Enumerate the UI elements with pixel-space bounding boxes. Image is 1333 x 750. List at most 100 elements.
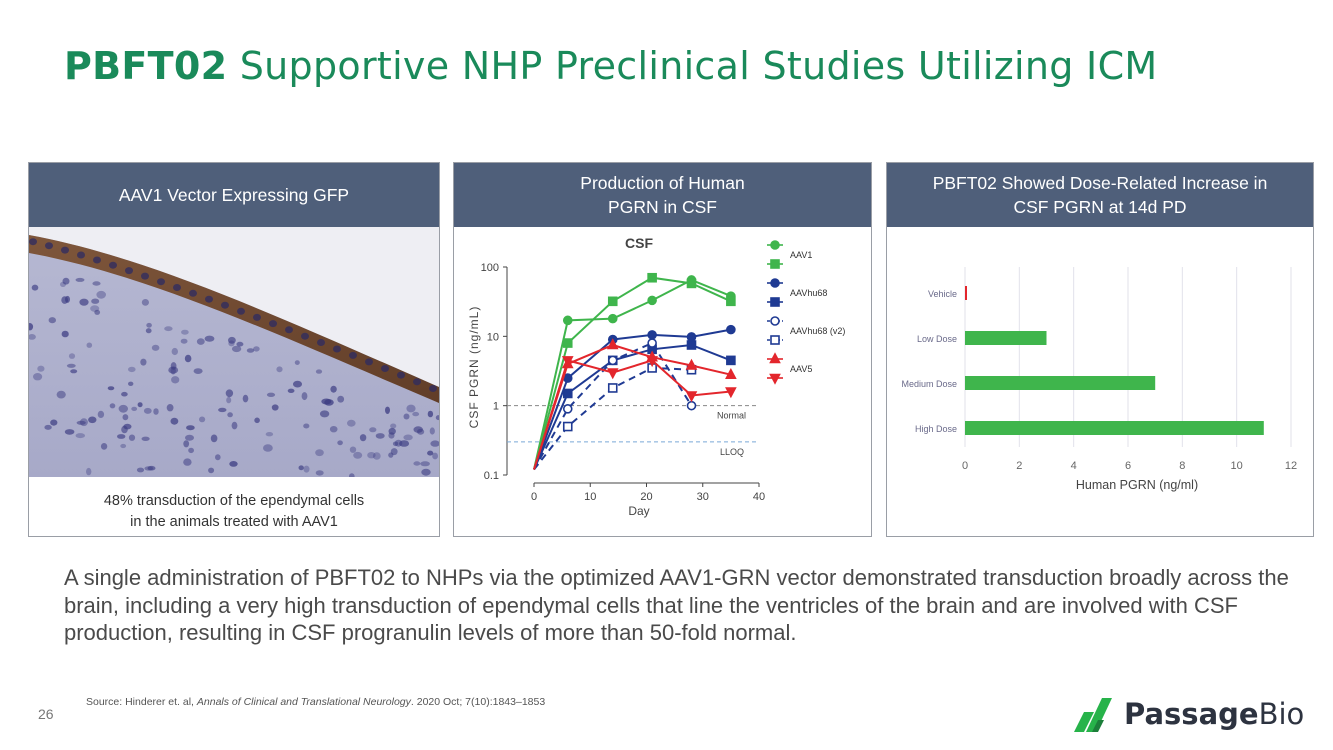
cell-nucleus: [183, 458, 192, 466]
panel-gfp-caption: 48% transduction of the ependymal cells …: [103, 493, 365, 530]
csf-data-point: [607, 355, 618, 366]
dose-x-axis-label: Human PGRN (ng/ml): [1076, 478, 1198, 492]
cell-nucleus: [372, 452, 381, 460]
cell-nucleus: [188, 447, 195, 454]
summary-text: A single administration of PBFT02 to NHP…: [64, 565, 1289, 645]
dose-x-tick-label: 12: [1285, 460, 1297, 472]
cell-nucleus: [413, 426, 423, 433]
cell-nucleus: [225, 389, 234, 398]
cell-nucleus: [399, 440, 410, 447]
histology-image: [29, 227, 439, 477]
legend-marker: [769, 352, 781, 364]
cell-nucleus: [210, 434, 218, 443]
cell-nucleus: [91, 298, 100, 304]
cell-nucleus: [96, 290, 106, 299]
cell-nucleus: [193, 368, 203, 374]
legend-marker: [770, 240, 780, 250]
cell-nucleus: [303, 465, 310, 473]
legend-label: AAV1: [790, 250, 812, 260]
cell-nucleus: [86, 342, 93, 348]
ependymal-nucleus: [45, 242, 53, 250]
csf-data-point: [606, 338, 619, 350]
cell-nucleus: [337, 395, 345, 403]
cell-nucleus: [75, 277, 85, 282]
cell-nucleus: [76, 420, 86, 425]
cell-nucleus: [117, 434, 126, 439]
cell-nucleus: [337, 440, 343, 446]
legend-label: AAVhu68: [790, 288, 827, 298]
cell-nucleus: [390, 423, 397, 429]
ependymal-nucleus: [365, 358, 373, 366]
csf-x-axis-label: Day: [628, 504, 649, 518]
cell-nucleus: [265, 432, 274, 437]
csf-data-point: [562, 404, 573, 414]
source-citation: Source: Hinderer et. al, Annals of Clini…: [86, 696, 545, 708]
cell-nucleus: [144, 466, 154, 471]
legend-marker: [770, 259, 780, 269]
cell-nucleus: [330, 385, 337, 393]
cell-nucleus: [62, 277, 70, 285]
cell-nucleus: [204, 335, 215, 342]
cell-nucleus: [146, 322, 152, 328]
cell-nucleus: [367, 452, 376, 459]
cell-nucleus: [147, 465, 156, 471]
dose-x-tick-label: 6: [1125, 460, 1131, 472]
ependymal-nucleus: [253, 313, 261, 321]
passage-bio-logo: PassageBio: [1072, 694, 1304, 734]
csf-x-tick-label: 0: [531, 491, 537, 503]
cell-nucleus: [33, 373, 43, 381]
csf-data-point: [607, 313, 618, 324]
cell-nucleus: [271, 404, 279, 411]
csf-data-point: [686, 278, 697, 289]
dose-category-label: High Dose: [915, 424, 957, 434]
csf-y-tick-label: 0.1: [484, 470, 499, 482]
cell-nucleus: [186, 425, 195, 431]
csf-data-point: [725, 367, 737, 379]
cell-nucleus: [403, 413, 410, 420]
logo-word-bio: Bio: [1258, 697, 1305, 731]
ependymal-nucleus: [333, 345, 341, 353]
legend-marker: [770, 335, 780, 345]
csf-chart-title: CSF: [625, 235, 653, 251]
cell-nucleus: [392, 441, 399, 447]
page-title: PBFT02 Supportive NHP Preclinical Studie…: [64, 44, 1158, 88]
csf-data-point: [562, 338, 573, 348]
dose-bar-chart: Human PGRN (ng/ml) 0 2 4 6 8 10 12 Vehicle Low D…: [901, 267, 1297, 492]
ependymal-nucleus: [109, 261, 117, 269]
cell-nucleus: [199, 416, 206, 423]
logo-word-passage: Passage: [1124, 697, 1259, 731]
cell-nucleus: [171, 347, 178, 356]
cell-nucleus: [29, 334, 36, 340]
csf-data-point: [726, 324, 736, 335]
legend-marker: [770, 278, 780, 288]
dose-bar: [965, 331, 1047, 345]
cell-nucleus: [298, 465, 304, 471]
csf-data-point: [562, 421, 573, 432]
cell-nucleus: [293, 380, 302, 388]
cell-nucleus: [303, 423, 310, 429]
cell-nucleus: [37, 365, 45, 372]
csf-data-point: [647, 338, 657, 348]
csf-data-point: [562, 315, 573, 326]
cell-nucleus: [412, 411, 420, 417]
source-journal: Annals of Clinical and Translational Neu…: [196, 696, 411, 708]
ependymal-nucleus: [429, 385, 437, 392]
cell-nucleus: [164, 326, 173, 332]
dose-category-label: Vehicle: [928, 289, 957, 299]
title-bold: PBFT02: [64, 44, 228, 88]
cell-nucleus: [347, 419, 356, 427]
cell-nucleus: [229, 461, 238, 467]
ependymal-nucleus: [93, 256, 101, 264]
cell-nucleus: [131, 406, 138, 411]
cell-nucleus: [226, 396, 232, 404]
logo-wordmark: PassageBio: [1124, 697, 1304, 731]
cell-nucleus: [329, 426, 338, 433]
cell-nucleus: [228, 336, 236, 344]
ependymal-nucleus: [173, 284, 181, 291]
cell-nucleus: [315, 369, 323, 374]
csf-data-point: [686, 340, 697, 350]
csf-data-point: [726, 355, 736, 366]
ependymal-nucleus: [221, 301, 229, 309]
cell-nucleus: [181, 329, 189, 335]
panel-csf-header: Production of Human PGRN in CSF: [454, 163, 871, 227]
